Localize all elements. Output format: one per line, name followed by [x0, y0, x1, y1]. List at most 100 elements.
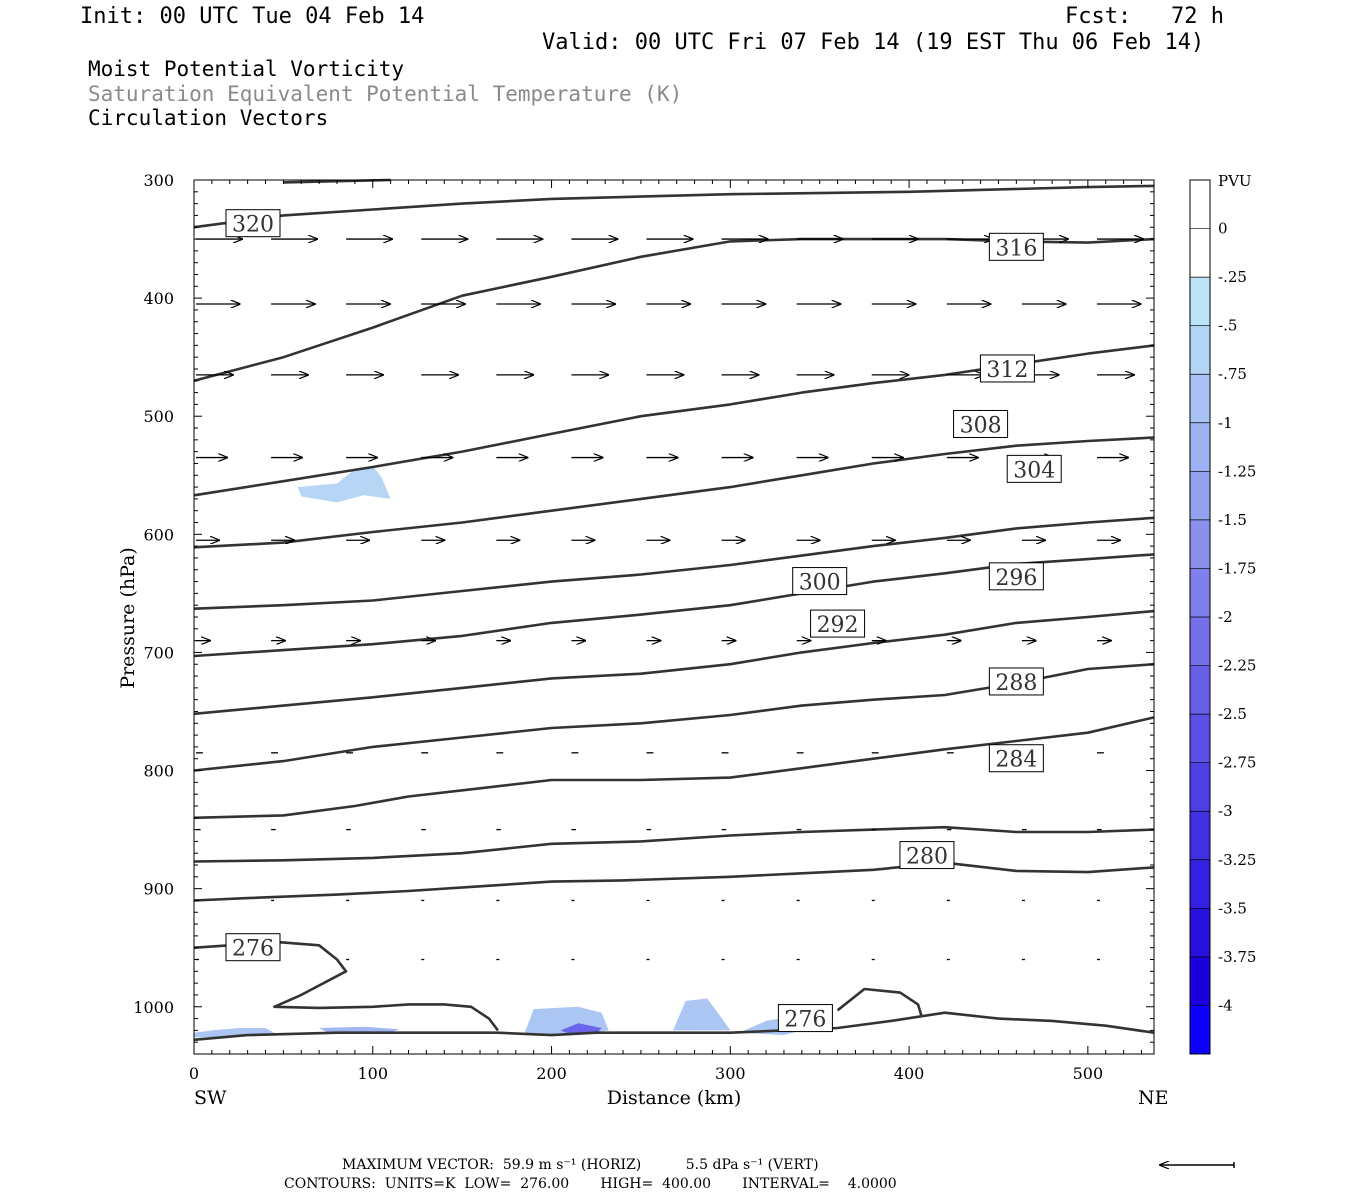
contour-line: [836, 987, 923, 1017]
contour-label-layer: 276 276 280 284 288 292 296 300 304 308 312 316 320: [225, 209, 1062, 1033]
x-axis-label: Distance (km): [607, 1087, 742, 1109]
colorbar-swatch: [1190, 859, 1210, 909]
contour-label: 312: [986, 358, 1028, 383]
colorbar-label: -.25: [1218, 268, 1247, 286]
x-tick-label: 200: [536, 1064, 567, 1083]
colorbar-swatch: [1190, 568, 1210, 617]
max-vector-note: MAXIMUM VECTOR: 59.9 m s⁻¹ (HORIZ) 5.5 d…: [342, 1157, 819, 1173]
y-tick-label: 500: [143, 407, 174, 426]
y-axis-label: Pressure (hPa): [117, 547, 139, 689]
contour-label-box: [988, 562, 1044, 591]
contour-line: [193, 861, 1155, 902]
colorbar-label: 0: [1218, 220, 1228, 238]
contour-label: 276: [784, 1008, 826, 1033]
colorbar-swatch: [1190, 956, 1210, 1006]
pv-region: [194, 1028, 275, 1038]
axes-layer: 300 400 500 600 700 800 900 1000 0 100 200 300 400 50…: [133, 171, 1154, 1083]
title-pv: Moist Potential Vorticity: [88, 57, 405, 81]
contour-label-box: [953, 409, 1009, 438]
plot-frame: [193, 179, 1155, 1055]
y-tick-label: 800: [143, 762, 174, 781]
contour-label-box: [225, 933, 281, 962]
colorbar-swatch: [1190, 277, 1210, 326]
colorbar-label: -.5: [1218, 317, 1237, 335]
colorbar-label: -4: [1218, 996, 1233, 1014]
y-tick-label: 700: [143, 643, 174, 662]
valid-time: Valid: 00 UTC Fri 07 Feb 14 (19 EST Thu …: [542, 30, 1205, 55]
colorbar-label: -.75: [1218, 365, 1247, 383]
x-left-end-label: SW: [194, 1087, 227, 1109]
contour-line: [193, 436, 1155, 549]
pv-fill-layer: [194, 465, 811, 1038]
contour-label-box: [792, 567, 848, 596]
pv-region: [297, 465, 391, 503]
y-tick-label: 400: [143, 289, 174, 308]
pv-region: [319, 1026, 400, 1033]
colorbar-swatch: [1190, 471, 1210, 520]
contour-label: 320: [232, 213, 274, 238]
colorbar-swatch: [1190, 908, 1210, 957]
contour-label-box: [777, 1004, 833, 1033]
colorbar-label: -3.75: [1218, 948, 1256, 966]
colorbar-swatch: [1190, 714, 1210, 763]
colorbar-title: PVU: [1218, 172, 1252, 190]
init-time: Init: 00 UTC Tue 04 Feb 14: [80, 4, 425, 29]
contour-line: [193, 184, 1155, 229]
contour-line: [193, 940, 499, 1032]
colorbar-label: -2.25: [1218, 657, 1256, 675]
contour-line: [193, 516, 1155, 610]
contour-label-box: [225, 209, 281, 238]
colorbar-label: -1: [1218, 414, 1233, 432]
contour-label: 296: [995, 566, 1037, 591]
contour-label: 308: [960, 413, 1002, 438]
colorbar-label: -1.5: [1218, 511, 1247, 529]
contour-label: 304: [1013, 458, 1055, 483]
contour-label: 284: [995, 748, 1037, 773]
contour-label-box: [1006, 454, 1062, 483]
contour-label: 300: [799, 571, 841, 596]
y-tick-label: 900: [143, 880, 174, 899]
colorbar-swatch: [1190, 762, 1210, 812]
colorbar-swatch: [1190, 228, 1210, 278]
colorbar-label: -1.75: [1218, 559, 1256, 577]
theta-contour-layer: [193, 178, 1155, 1042]
x-tick-label: 400: [894, 1064, 925, 1083]
colorbar-swatch: [1190, 1005, 1210, 1054]
contour-label-box: [988, 744, 1044, 773]
colorbar: 0 -.25 -.5 -.75 -1 -1.25 -1.5 -1.75 -2 -2.25 -2.5 -…: [1189, 179, 1256, 1055]
colorbar-label: -3.25: [1218, 851, 1256, 869]
contour-info-note: CONTOURS: UNITS=K LOW= 276.00 HIGH= 400.…: [284, 1176, 897, 1192]
contour-label: 280: [906, 845, 948, 870]
colorbar-swatch: [1190, 180, 1210, 229]
colorbar-swatch: [1190, 617, 1210, 666]
colorbar-label: -2.5: [1218, 705, 1247, 723]
y-tick-label: 600: [143, 525, 174, 544]
forecast-hour: Fcst: 72 h: [1065, 4, 1224, 29]
contour-line: [193, 1011, 1155, 1042]
contour-label: 292: [817, 613, 859, 638]
x-tick-label: 100: [357, 1064, 388, 1083]
contour-label-box: [988, 667, 1044, 696]
colorbar-label: -3: [1218, 802, 1233, 820]
pv-region: [673, 998, 731, 1031]
contour-label: 276: [232, 937, 274, 962]
x-tick-label: 0: [189, 1064, 199, 1083]
title-vectors: Circulation Vectors: [88, 106, 329, 130]
colorbar-swatch: [1190, 422, 1210, 472]
colorbar-swatch: [1190, 325, 1210, 375]
colorbar-label: -1.25: [1218, 462, 1256, 480]
colorbar-swatch: [1190, 374, 1210, 423]
contour-label-box: [979, 354, 1035, 383]
contour-label: 316: [995, 236, 1037, 261]
y-tick-label: 1000: [133, 998, 174, 1017]
reference-vector: [1160, 1162, 1235, 1168]
pv-region: [560, 1023, 602, 1034]
colorbar-swatch: [1190, 811, 1210, 860]
contour-label: 288: [995, 671, 1037, 696]
colorbar-label: -2.75: [1218, 754, 1256, 772]
contour-line: [193, 716, 1155, 820]
contour-label-box: [988, 232, 1044, 261]
contour-line: [193, 609, 1155, 716]
colorbar-swatch: [1190, 665, 1210, 715]
